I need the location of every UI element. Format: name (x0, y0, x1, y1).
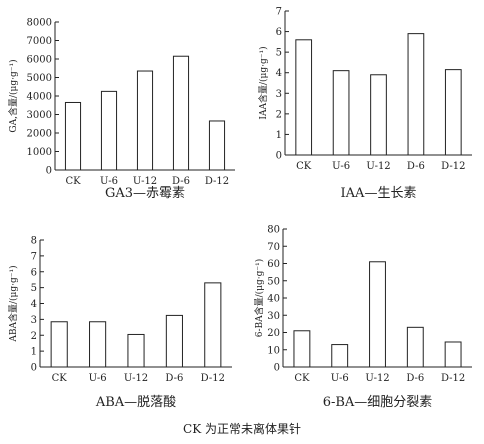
category-label: D-12 (441, 161, 465, 172)
bar (165, 314, 183, 368)
category-label: CK (296, 161, 312, 172)
y-tick-label: 2 (31, 331, 37, 342)
y-tick-label: 3 (276, 89, 282, 100)
bar (100, 90, 118, 171)
bar (293, 330, 311, 368)
bar (331, 344, 349, 368)
y-tick-label: 70 (267, 242, 280, 253)
category-label: CK (294, 373, 310, 384)
y-axis-label: IAA含量/(μg·g⁻¹) (257, 46, 269, 119)
y-axis-label: 6-BA含量/(μg·g⁻¹) (253, 259, 265, 338)
y-tick-label: 1 (276, 130, 282, 141)
category-label: D-6 (172, 176, 190, 187)
y-tick-label: 5000 (27, 73, 52, 84)
y-axis-label: ABA含量/(μg·g⁻¹) (7, 265, 19, 342)
y-tick-label: 30 (267, 311, 280, 322)
category-label: U-12 (133, 176, 157, 187)
y-axis-label: GA,含量/(μg·g⁻¹) (7, 59, 19, 132)
y-tick-label: 40 (267, 294, 280, 305)
bar (332, 70, 350, 156)
bar (64, 101, 82, 171)
category-label: D-12 (441, 373, 465, 384)
y-tick-label: 0 (276, 151, 282, 162)
chart-caption: GA3—赤霉素 (105, 186, 185, 201)
bar (295, 39, 313, 156)
category-label: U-12 (124, 373, 148, 384)
y-tick-label: 3000 (27, 110, 52, 121)
y-tick-label: 6 (31, 267, 37, 278)
y-tick-label: 8 (31, 236, 37, 247)
y-tick-label: 0 (31, 363, 37, 374)
y-tick-label: 7000 (27, 36, 52, 47)
y-tick-label: 1000 (27, 147, 52, 158)
y-tick-label: 5 (31, 283, 37, 294)
figure-footnote: CK 为正常未离体果针 (183, 421, 301, 436)
category-label: D-6 (406, 373, 424, 384)
y-tick-label: 6000 (27, 55, 52, 66)
y-tick-label: 0 (274, 363, 280, 374)
y-tick-label: 2 (276, 109, 282, 120)
bar (444, 69, 462, 156)
chart-caption: IAA—生长素 (341, 186, 417, 201)
bar (370, 74, 387, 156)
category-label: U-6 (331, 373, 349, 384)
y-tick-label: 80 (267, 225, 280, 236)
y-tick-label: 60 (267, 259, 280, 270)
chart-caption: 6-BA—细胞分裂素 (323, 395, 433, 410)
y-tick-label: 4 (31, 299, 37, 310)
y-tick-label: 6 (276, 27, 282, 38)
bar (369, 261, 386, 368)
category-label: U-6 (100, 176, 118, 187)
category-label: U-12 (365, 373, 389, 384)
category-label: U-12 (366, 161, 390, 172)
y-tick-label: 0 (46, 166, 52, 177)
bar (407, 33, 425, 156)
bar (444, 341, 462, 368)
y-tick-label: 7 (31, 251, 37, 262)
bar (127, 333, 145, 368)
category-label: D-6 (165, 373, 183, 384)
y-tick-label: 5 (276, 48, 282, 59)
bar (204, 282, 222, 368)
y-tick-label: 2000 (27, 129, 52, 140)
chart-caption: ABA—脱落酸 (95, 395, 176, 410)
y-tick-label: 4000 (27, 92, 52, 103)
category-label: D-6 (407, 161, 425, 172)
bar (136, 70, 154, 171)
category-label: CK (65, 176, 81, 187)
bar (89, 321, 107, 368)
bar (50, 321, 68, 368)
category-label: CK (52, 373, 68, 384)
y-tick-label: 10 (267, 345, 280, 356)
y-tick-label: 20 (267, 328, 280, 339)
bar (172, 55, 190, 171)
category-label: U-6 (332, 161, 350, 172)
category-label: U-6 (89, 373, 107, 384)
bar (406, 326, 424, 368)
y-tick-label: 1 (31, 347, 37, 358)
category-label: D-12 (205, 176, 229, 187)
y-tick-label: 4 (276, 68, 282, 79)
y-tick-label: 50 (267, 276, 280, 287)
y-tick-label: 3 (31, 315, 37, 326)
category-label: D-12 (201, 373, 225, 384)
bar (208, 120, 226, 171)
y-tick-label: 8000 (27, 18, 52, 29)
y-tick-label: 7 (276, 7, 282, 18)
